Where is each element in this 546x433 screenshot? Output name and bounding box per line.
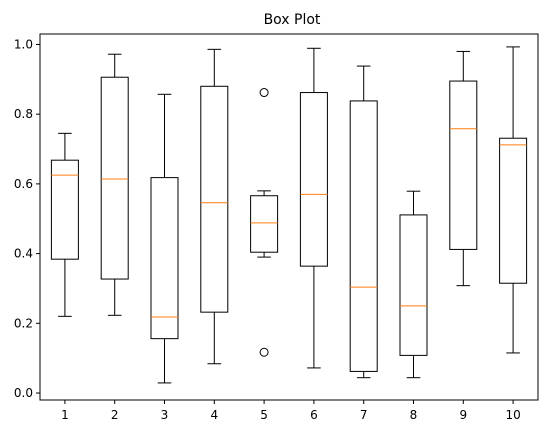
box-iqr <box>399 214 428 356</box>
y-tick-label: 0.6 <box>14 177 33 191</box>
axes-frame <box>39 33 539 401</box>
box-group-6 <box>299 47 328 369</box>
y-tick-label: 0.2 <box>14 316 33 330</box>
x-tick-label: 7 <box>360 408 368 422</box>
y-tick-label: 0.8 <box>14 107 33 121</box>
x-tick-label: 5 <box>260 408 268 422</box>
x-tick-label: 2 <box>111 408 119 422</box>
box-group-2 <box>100 53 129 316</box>
y-tick-label: 1.0 <box>14 37 33 51</box>
x-tick-label: 1 <box>61 408 69 422</box>
box-iqr <box>449 80 478 250</box>
box-group-10 <box>499 46 528 354</box>
x-tick-label: 4 <box>210 408 218 422</box>
box-iqr <box>499 137 528 284</box>
box-group-4 <box>200 48 229 365</box>
box-group-8 <box>399 190 428 379</box>
box-iqr <box>50 159 79 260</box>
y-tick-label: 0.4 <box>14 247 33 261</box>
x-tick-label: 6 <box>310 408 318 422</box>
plot-area <box>50 46 528 384</box>
x-tick-label: 10 <box>505 408 520 422</box>
box-group-9 <box>449 50 478 287</box>
x-tick-label: 9 <box>459 408 467 422</box>
box-iqr <box>150 177 179 340</box>
box-iqr <box>100 76 129 280</box>
box-group-3 <box>150 93 179 384</box>
flier-point <box>259 88 269 98</box>
x-tick-label: 8 <box>410 408 418 422</box>
box-group-7 <box>349 65 378 379</box>
box-iqr <box>299 92 328 267</box>
x-axis: 1 2 3 4 5 6 7 8 9 10 <box>61 400 521 422</box>
y-tick-label: 0.0 <box>14 386 33 400</box>
x-tick-label: 3 <box>161 408 169 422</box>
box-iqr <box>349 100 378 372</box>
box-iqr <box>200 85 229 313</box>
chart-title: Box Plot <box>264 12 321 28</box>
flier-point <box>259 347 269 357</box>
box-group-5 <box>250 88 279 357</box>
y-axis: 0.0 0.2 0.4 0.6 0.8 1.0 <box>14 37 40 400</box>
box-group-1 <box>50 132 79 317</box>
box-iqr <box>250 195 279 253</box>
